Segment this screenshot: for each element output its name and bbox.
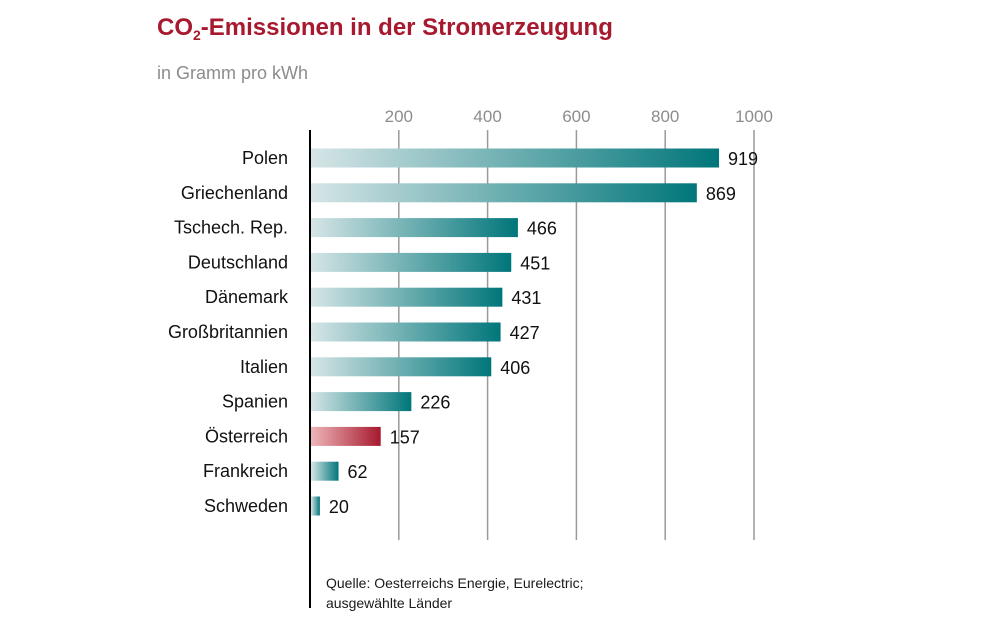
category-label: Dänemark xyxy=(205,287,289,307)
value-label: 62 xyxy=(348,462,368,482)
value-label: 451 xyxy=(520,253,550,273)
source-note: Quelle: Oesterreichs Energie, Eurelectri… xyxy=(326,573,584,613)
category-label: Griechenland xyxy=(181,183,288,203)
bar xyxy=(311,461,339,481)
category-label: Italien xyxy=(240,357,288,377)
bar xyxy=(311,287,503,307)
chart-subtitle: in Gramm pro kWh xyxy=(157,63,309,83)
bar xyxy=(311,252,512,272)
category-label: Schweden xyxy=(204,496,288,516)
bar xyxy=(311,218,518,238)
x-tick-label: 1000 xyxy=(735,107,773,126)
bar xyxy=(311,183,697,203)
x-tick-label: 400 xyxy=(473,107,501,126)
chart-title: CO2-Emissionen in der Stromerzeugung xyxy=(157,14,613,43)
category-label: Deutschland xyxy=(188,252,288,272)
value-label: 427 xyxy=(510,323,540,343)
value-label: 919 xyxy=(728,149,758,169)
value-label: 20 xyxy=(329,497,349,517)
value-label: 869 xyxy=(706,184,736,204)
value-label: 466 xyxy=(527,219,557,239)
category-label: Österreich xyxy=(205,426,288,446)
category-label: Frankreich xyxy=(203,461,288,481)
value-label: 157 xyxy=(390,427,420,447)
bar xyxy=(311,322,501,342)
value-label: 406 xyxy=(500,358,530,378)
category-label: Tschech. Rep. xyxy=(174,218,288,238)
value-label: 226 xyxy=(420,393,450,413)
bar xyxy=(311,148,720,168)
x-tick-label: 800 xyxy=(651,107,679,126)
x-tick-label: 200 xyxy=(385,107,413,126)
category-label: Großbritannien xyxy=(168,322,288,342)
category-label: Spanien xyxy=(222,392,288,412)
source-line-1: Quelle: Oesterreichs Energie, Eurelectri… xyxy=(326,575,584,591)
bars: Polen 919 Griechenland 869 Tschech. Rep. 466 D… xyxy=(168,148,758,517)
x-tick-label: 600 xyxy=(562,107,590,126)
bar xyxy=(311,496,320,516)
bar xyxy=(311,357,492,377)
category-label: Polen xyxy=(242,148,288,168)
bar xyxy=(311,392,412,412)
bar xyxy=(311,426,381,446)
source-line-2: ausgewählte Länder xyxy=(326,595,453,611)
value-label: 431 xyxy=(511,288,541,308)
